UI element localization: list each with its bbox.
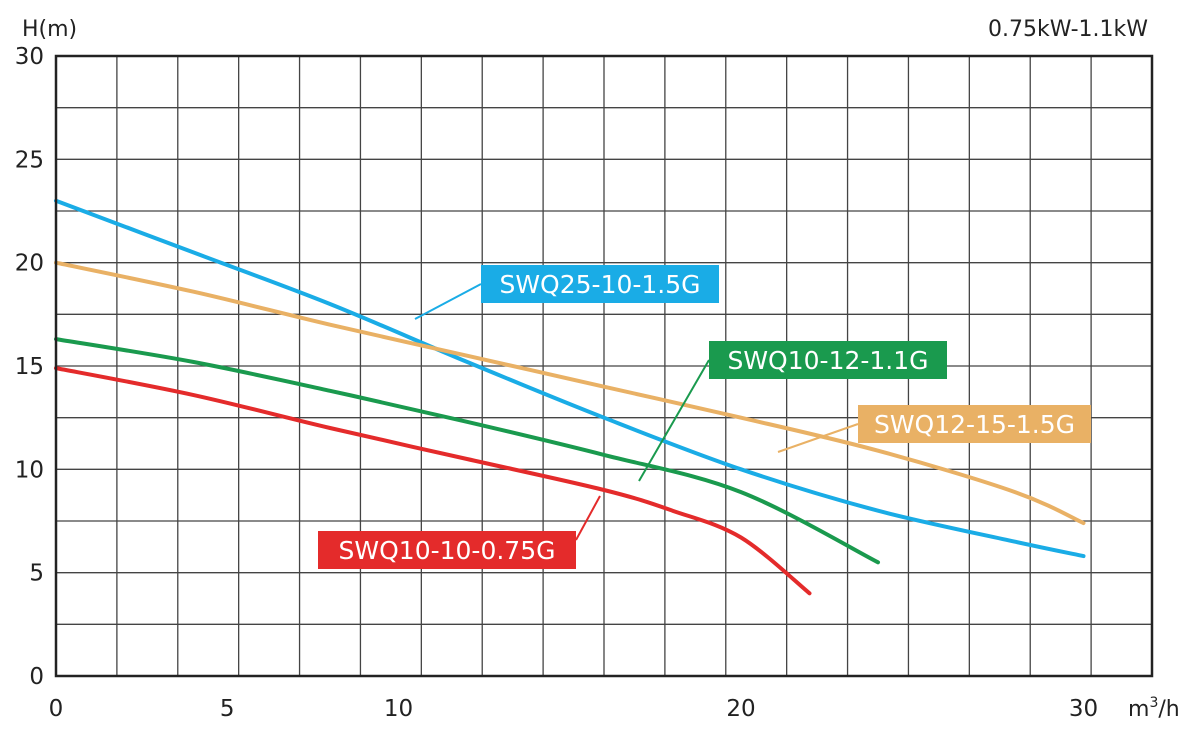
- series-line-1: [54, 260, 1086, 526]
- x-tick-label: 10: [384, 696, 413, 722]
- x-tick-label: 0: [49, 696, 64, 722]
- series-label-2: SWQ10-12-1.1G: [727, 346, 928, 375]
- y-axis-title: H(m): [22, 17, 77, 42]
- series-line-3: [54, 366, 812, 596]
- x-tick-label: 30: [1069, 696, 1098, 722]
- y-tick-label: 30: [15, 44, 44, 70]
- curves: [54, 198, 1086, 596]
- series-label-1: SWQ12-15-1.5G: [874, 410, 1075, 439]
- plot-frame: [54, 54, 1154, 678]
- label-leaders: [414, 283, 859, 541]
- y-tick-label: 10: [15, 457, 44, 483]
- y-tick-label: 5: [29, 561, 44, 587]
- series-label-box-1: [858, 405, 1091, 443]
- x-tick-label: 5: [220, 696, 235, 722]
- y-tick-label: 25: [15, 147, 44, 173]
- series-label-box-2: [709, 341, 947, 379]
- power-range-label: 0.75kW-1.1kW: [988, 17, 1148, 42]
- leader-line-0: [414, 283, 482, 320]
- series-label-box-0: [481, 265, 719, 303]
- series-label-0: SWQ25-10-1.5G: [499, 270, 700, 299]
- y-tick-label: 15: [15, 354, 44, 380]
- y-tick-label: 0: [29, 664, 44, 690]
- series-line-2: [54, 337, 880, 565]
- leader-line-1: [777, 423, 859, 453]
- y-tick-label: 20: [15, 251, 44, 277]
- x-tick-labels: 0 5 10 20 30: [49, 696, 1098, 722]
- series-labels: SWQ25-10-1.5G SWQ12-15-1.5G SWQ10-12-1.1G S…: [318, 265, 1091, 569]
- series-label-box-3: [318, 531, 576, 569]
- y-tick-labels: 0 5 10 15 20 25 30: [15, 44, 44, 690]
- series-line-0: [54, 198, 1086, 559]
- leader-line-3: [575, 495, 601, 541]
- series-label-3: SWQ10-10-0.75G: [339, 536, 556, 565]
- x-axis-title: m3/h: [1128, 695, 1180, 722]
- x-tick-label: 20: [726, 696, 755, 722]
- leader-line-2: [638, 359, 710, 482]
